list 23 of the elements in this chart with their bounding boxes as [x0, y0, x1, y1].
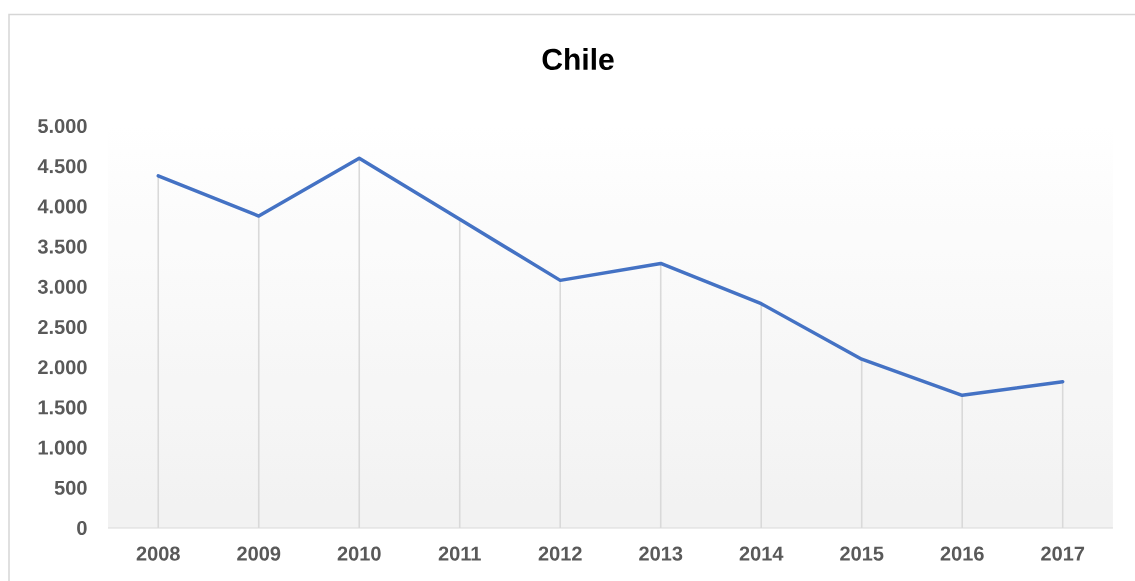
- y-tick-label: 1.000: [38, 440, 87, 455]
- y-tick-label: 500: [54, 480, 87, 495]
- x-tick-label: 2013: [639, 546, 683, 561]
- y-tick-label: 4.500: [37, 159, 87, 174]
- x-tick-label: 2016: [940, 546, 984, 561]
- y-tick-label: 5.000: [38, 118, 87, 134]
- y-tick-label: 0: [77, 520, 87, 536]
- x-tick-label: 2012: [538, 546, 582, 561]
- y-tick-label: 3.000: [37, 279, 87, 294]
- x-tick-label: 2014: [739, 546, 784, 561]
- x-tick-label: 2008: [136, 546, 180, 561]
- x-tick-label: 2009: [237, 546, 281, 561]
- y-tick-label: 2.500: [38, 319, 87, 335]
- chart-title: Chile: [542, 47, 614, 71]
- y-tick-label: 3.500: [37, 239, 87, 254]
- x-tick-label: 2017: [1041, 546, 1085, 561]
- x-tick-label: 2011: [438, 546, 481, 561]
- y-tick-label: 1.500: [38, 400, 87, 415]
- x-tick-label: 2015: [840, 546, 884, 561]
- x-tick-label: 2010: [337, 546, 381, 561]
- line-series: [156, 156, 1065, 398]
- y-tick-label: 2.000: [38, 360, 87, 375]
- y-tick-label: 4.000: [37, 199, 87, 214]
